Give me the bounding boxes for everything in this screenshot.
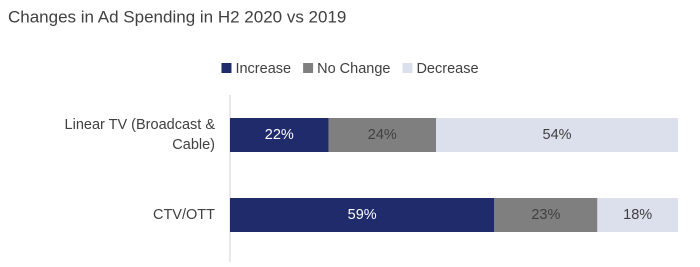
legend-swatch: [221, 63, 232, 73]
data-label: 18%: [623, 207, 652, 223]
data-label: 24%: [368, 127, 397, 143]
chart-title: Changes in Ad Spending in H2 2020 vs 201…: [8, 7, 346, 26]
legend-label: Increase: [235, 61, 291, 77]
legend-swatch: [402, 63, 413, 73]
bar-segment: [597, 198, 678, 232]
legend-label: Decrease: [416, 61, 478, 77]
bar-segment: [328, 118, 437, 152]
bar-segment: [436, 118, 678, 152]
y-tick-label: Linear TV (Broadcast & Cable): [64, 117, 215, 153]
y-tick-label: CTV/OTT: [152, 207, 215, 223]
data-label: 23%: [531, 207, 560, 223]
bar-segment: [230, 118, 329, 152]
bar-segment: [494, 198, 598, 232]
legend-swatch: [303, 63, 314, 73]
data-label: 59%: [348, 207, 377, 223]
data-label: 54%: [543, 127, 572, 143]
legend-label: No Change: [317, 61, 390, 77]
bar-segment: [230, 198, 495, 232]
data-label: 22%: [265, 127, 294, 143]
